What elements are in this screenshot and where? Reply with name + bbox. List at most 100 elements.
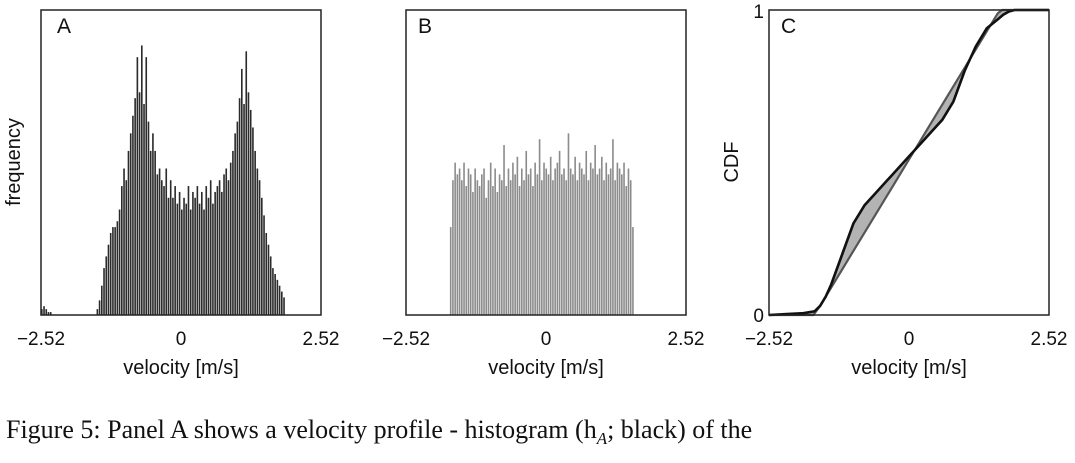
panel-a-bar: [143, 104, 145, 315]
panel-a-bar: [158, 168, 161, 315]
panel-b-bar: [449, 227, 452, 315]
panel-a-bar: [176, 203, 179, 315]
panel-a-bar: [183, 197, 185, 315]
panel-a-bar: [123, 168, 125, 315]
panel-b-bar: [534, 162, 536, 315]
panel-a-label: A: [57, 15, 71, 38]
panel-b-bar: [627, 168, 630, 315]
panel-b-bar: [585, 150, 588, 315]
panel-b-bar: [605, 162, 608, 315]
panel-a-xtick-zero: 0: [176, 329, 187, 350]
panel-b: B −2.52 0 2.52 velocity [m/s]: [382, 9, 705, 379]
panel-a-bar: [114, 227, 116, 315]
panel-a-bar: [247, 92, 250, 315]
panel-b-xtick-min: −2.52: [382, 329, 430, 350]
panel-b-bar: [469, 174, 472, 315]
panel-a-bar: [212, 203, 214, 315]
panel-a-bar: [218, 180, 221, 315]
panel-b-bar: [583, 174, 585, 315]
panel-b-bar: [514, 174, 516, 315]
panel-b-bar: [609, 168, 612, 315]
panel-b-bar: [596, 174, 599, 315]
panel-a-bar: [283, 297, 285, 315]
panel-a-bar: [172, 197, 174, 315]
panel-a-bar: [209, 180, 212, 315]
panel-b-bar: [483, 168, 485, 315]
panel-b-xtick-max: 2.52: [668, 329, 705, 350]
panel-b-bar: [601, 156, 603, 315]
panel-a-bar: [254, 150, 256, 315]
panel-c: C 1 0 −2.52 0 2.52 velocity [m/s] CDF: [721, 2, 1067, 379]
panel-b-bar: [554, 168, 556, 315]
panel-a-bar: [41, 309, 43, 315]
panel-a-xtick-max: 2.52: [303, 329, 340, 350]
figure-caption: Figure 5: Panel A shows a velocity profi…: [6, 415, 1071, 449]
panel-b-bar: [552, 180, 554, 315]
panel-a-bar: [169, 180, 172, 315]
panel-a-bar: [238, 98, 241, 316]
panel-c-ytick-one: 1: [753, 2, 764, 23]
panel-b-bar: [474, 168, 476, 315]
panel-a-bar: [281, 291, 283, 315]
panel-b-bar: [563, 168, 565, 315]
panel-a-bar: [181, 209, 183, 315]
panel-b-bar: [516, 156, 519, 315]
panel-a-bar: [125, 180, 128, 315]
panel-b-bar: [501, 180, 503, 315]
panel-a-bar: [185, 203, 188, 315]
panel-a-bar: [216, 186, 219, 315]
panel-a-bar: [236, 121, 239, 316]
panel-a-bar: [147, 121, 150, 316]
panel-b-bar: [527, 174, 530, 315]
panel-a-bar: [245, 51, 248, 316]
panel-b-bar: [465, 186, 468, 315]
panel-c-xlabel: velocity [m/s]: [851, 357, 967, 379]
panel-b-bar: [509, 180, 512, 315]
panel-a-bar: [101, 285, 103, 315]
panel-a-bar: [43, 306, 45, 315]
panel-b-bar: [507, 168, 510, 315]
panel-b-bar: [476, 180, 479, 315]
panel-b-bar: [581, 168, 583, 315]
panel-a-bar: [249, 109, 252, 316]
panel-a-bar: [154, 150, 156, 315]
panel-b-bar: [525, 150, 528, 315]
panel-a-bar: [189, 209, 192, 315]
panel-b-bar: [567, 133, 570, 315]
panel-a-bar: [141, 45, 143, 315]
panel-b-bar: [512, 162, 514, 315]
panel-a-bar: [232, 150, 234, 315]
panel-a-bar: [265, 232, 268, 315]
panel-a-bar: [274, 273, 276, 315]
panel-b-bar: [498, 174, 501, 315]
panel-c-ylabel: CDF: [721, 141, 743, 182]
panel-b-bar: [616, 162, 619, 315]
panel-a-bar: [267, 244, 270, 315]
panel-a-bar: [132, 115, 134, 315]
panel-a-bar: [229, 162, 232, 315]
panel-b-bar: [598, 168, 601, 315]
panel-c-difference-fill: [769, 10, 1049, 315]
panel-b-bar: [614, 180, 616, 315]
panel-c-cdf-line-0: [768, 8, 1049, 317]
panel-b-bar: [545, 168, 548, 315]
panel-a-bar: [156, 174, 159, 315]
panel-a: A −2.52 0 2.52 velocity [m/s] frequency: [3, 9, 340, 379]
panel-a-bar: [258, 180, 261, 315]
panel-a-bar: [105, 256, 108, 315]
panel-b-bar: [478, 186, 481, 315]
panel-a-bar: [165, 168, 168, 315]
panel-b-bar: [621, 174, 623, 315]
panel-b-xlabel: velocity [m/s]: [488, 357, 604, 379]
panel-a-bar: [194, 197, 196, 315]
panel-b-bar: [518, 186, 521, 315]
panel-a-bar: [96, 309, 99, 315]
panel-b-bar: [454, 162, 456, 315]
panel-b-bar: [485, 197, 488, 315]
panel-b-bar: [558, 150, 561, 315]
panel-a-bar: [203, 209, 205, 315]
panel-a-bar: [161, 180, 163, 315]
panel-b-bar: [463, 162, 465, 315]
panel-b-bar: [536, 174, 539, 315]
panel-a-bar: [225, 168, 228, 315]
